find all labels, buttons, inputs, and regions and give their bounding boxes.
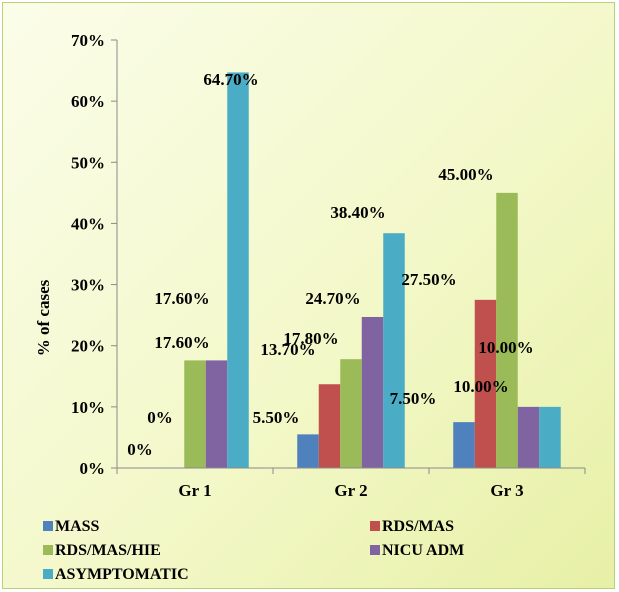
bar: [318, 384, 341, 468]
bar: [474, 299, 497, 468]
bar: [453, 422, 475, 468]
legend-item: ASYMPTOMATIC: [43, 566, 189, 583]
legend-label: RDS/MAS: [382, 518, 454, 535]
legend-label: NICU ADM: [382, 542, 464, 559]
legend-label: ASYMPTOMATIC: [55, 566, 189, 583]
legend-item: NICU ADM: [370, 542, 464, 559]
y-tick-label: 0%: [80, 459, 106, 478]
y-tick-label: 30%: [71, 276, 105, 295]
bars: [184, 72, 561, 469]
data-label: 64.70%: [203, 70, 258, 89]
y-axis: 0% 10% 20% 30% 40% 50% 60% 70%: [71, 31, 118, 478]
data-label: 7.50%: [390, 389, 437, 408]
data-label: 17.80%: [283, 329, 338, 348]
data-label: 27.50%: [401, 270, 456, 289]
bar: [297, 434, 319, 468]
bar-chart: 0% 10% 20% 30% 40% 50% 60% 70% 0% 5.50% 7.50% 0% 13…: [34, 31, 586, 583]
bar: [361, 316, 384, 468]
bar: [517, 406, 540, 468]
legend: MASS RDS/MAS RDS/MAS/HIE NICU ADM ASYMPTOMAT…: [43, 518, 464, 583]
category-label: Gr 3: [490, 481, 523, 500]
category-label: Gr 1: [178, 481, 211, 500]
y-axis-title: % of cases: [34, 279, 53, 356]
data-label: 24.70%: [305, 289, 360, 308]
legend-swatch: [43, 545, 53, 555]
bar: [496, 192, 518, 468]
data-label: 38.40%: [330, 203, 385, 222]
y-tick-label: 20%: [71, 337, 105, 356]
legend-label: MASS: [55, 518, 100, 535]
bar: [340, 359, 362, 468]
bar: [205, 360, 228, 468]
data-label: 17.60%: [154, 333, 209, 352]
data-label: 45.00%: [438, 165, 493, 184]
bar: [383, 233, 405, 468]
legend-item: RDS/MAS: [370, 518, 454, 535]
x-axis: Gr 1 Gr 2 Gr 3: [116, 467, 586, 500]
data-label: 13.70%: [260, 340, 315, 359]
data-label: 0%: [147, 408, 173, 427]
legend-swatch: [43, 521, 53, 531]
y-tick-label: 50%: [71, 153, 105, 172]
bar: [539, 406, 561, 468]
y-tick-label: 60%: [71, 92, 105, 111]
bar: [184, 360, 206, 468]
legend-swatch: [43, 569, 53, 579]
data-label: 0%: [127, 440, 153, 459]
legend-item: MASS: [43, 518, 100, 535]
legend-swatch: [370, 521, 380, 531]
data-label: 17.60%: [154, 289, 209, 308]
data-label: 5.50%: [253, 408, 300, 427]
data-labels: 0% 5.50% 7.50% 0% 13.70% 27.50% 17.60% 17.80% 45…: [127, 70, 533, 459]
legend-item: RDS/MAS/HIE: [43, 542, 161, 559]
data-label: 10.00%: [453, 377, 508, 396]
y-tick-label: 40%: [71, 214, 105, 233]
data-label: 10.00%: [478, 338, 533, 357]
legend-label: RDS/MAS/HIE: [55, 542, 161, 559]
bar: [227, 72, 249, 469]
y-tick-label: 70%: [71, 31, 105, 50]
y-tick-label: 10%: [71, 398, 105, 417]
legend-swatch: [370, 545, 380, 555]
category-label: Gr 2: [334, 481, 367, 500]
